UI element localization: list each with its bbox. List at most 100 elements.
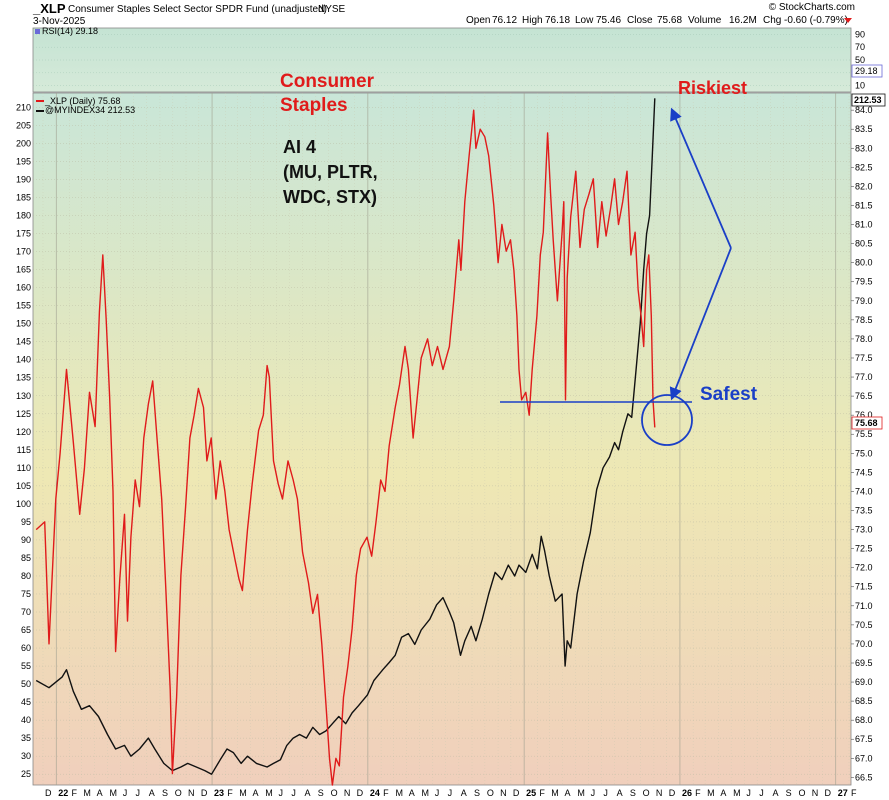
header-chg-label: Chg [763,15,781,26]
header-volume: 16.2M [729,15,757,26]
x-tick-label: D [201,788,208,798]
rsi-legend-swatch [35,29,40,34]
annotations: Consumer Staples AI 4 (MU, PLTR, WDC, ST… [280,71,758,446]
right-tick-label: 71.0 [855,601,873,611]
x-tick-label: M [551,788,559,798]
left-tick-label: 45 [21,697,31,707]
x-tick-label: A [772,788,778,798]
x-tick-label: A [617,788,623,798]
down-arrow-icon [844,18,852,23]
x-tick-label: A [409,788,415,798]
x-tick-label: A [305,788,311,798]
x-tick-label: O [331,788,338,798]
rsi-value-label: 29.18 [855,66,878,76]
left-tick-label: 110 [17,463,31,473]
right-tick-label: 83.0 [855,143,873,153]
left-tick-label: 65 [21,625,31,635]
right-tick-label: 68.5 [855,696,873,706]
left-tick-label: 180 [16,211,31,221]
x-tick-label: F [695,788,701,798]
x-tick-label: A [461,788,467,798]
xlp-legend: _XLP (Daily) 75.68 [44,96,120,106]
x-tick-label: A [149,788,155,798]
x-axis-ticks: D 22 F M A M J J A S O N D 23 F M A M J J A S O N D 24 F M A M J J A S O N D… [45,788,857,798]
right-tick-label: 83.5 [855,124,873,134]
left-tick-label: 90 [21,535,31,545]
right-tick-label: 74.5 [855,467,873,477]
rsi-tick-label: 10 [855,81,865,91]
main-panel: 210 205 200 195 190 185 180 175 170 165 160 155 150 1… [16,71,886,798]
left-tick-label: 35 [21,733,31,743]
left-tick-label: 105 [16,481,31,491]
right-tick-label: 72.0 [855,563,873,573]
header-open-label: Open [466,15,490,26]
x-tick-label: M [83,788,91,798]
chart-legend: _XLP (Daily) 75.68 @MYINDEX34 212.53 [36,96,135,115]
header-name: Consumer Staples Select Sector SPDR Fund… [68,4,327,15]
x-tick-label: M [422,788,430,798]
left-tick-label: 115 [17,445,31,455]
x-tick-label: O [798,788,805,798]
left-tick-label: 30 [21,751,31,761]
right-tick-label: 66.5 [855,772,873,782]
right-tick-label: 73.0 [855,525,873,535]
rsi-tick-label: 70 [855,42,865,52]
xlp-last-label: 75.68 [855,418,878,428]
x-tick-label: J [435,788,440,798]
x-tick-label: A [252,788,258,798]
x-tick-label: S [162,788,168,798]
x-tick-label: S [474,788,480,798]
header-symbol: _XLP [32,1,66,16]
left-tick-label: 165 [16,265,31,275]
rsi-tick-label: 50 [855,55,865,65]
right-tick-label: 75.0 [855,448,873,458]
left-tick-label: 25 [21,769,31,779]
x-tick-label: S [318,788,324,798]
left-tick-label: 195 [16,156,31,166]
x-tick-label: N [812,788,819,798]
annotation-ai-line1: AI 4 [283,137,316,157]
right-tick-label: 67.0 [855,753,873,763]
left-tick-label: 135 [16,373,31,383]
x-tick-label: J [448,788,453,798]
left-tick-label: 200 [16,138,31,148]
left-tick-label: 130 [16,391,31,401]
left-tick-label: 120 [16,427,31,437]
x-grid [42,93,850,785]
right-tick-label: 84.0 [855,105,873,115]
left-tick-label: 140 [16,355,31,365]
header-high: 76.18 [545,15,570,26]
x-tick-label: M [265,788,273,798]
x-tick-label: A [720,788,726,798]
rsi-axis-ticks: 9070503010 [33,29,865,91]
x-tick-label: J [746,788,751,798]
header-chg: -0.60 (-0.79%) [784,15,848,26]
x-tick-label: S [786,788,792,798]
x-tick-label: J [136,788,141,798]
riskiest-arrow [670,107,732,249]
right-tick-label: 75.5 [855,429,873,439]
right-tick-label: 78.0 [855,334,873,344]
right-tick-label: 76.0 [855,410,873,420]
left-tick-label: 155 [16,301,31,311]
left-tick-label: 170 [16,247,31,257]
right-tick-label: 70.5 [855,620,873,630]
left-tick-label: 80 [21,571,31,581]
x-tick-label: M [395,788,403,798]
series-xlp-line [35,109,656,786]
x-tick-label: M [109,788,117,798]
header-volume-label: Volume [688,15,722,26]
left-tick-label: 160 [16,283,31,293]
right-tick-label: 71.5 [855,582,873,592]
x-tick-label: F [71,788,77,798]
x-tick-label: J [603,788,608,798]
x-tick-label: J [591,788,596,798]
x-tick-label: M [707,788,715,798]
right-tick-label: 69.5 [855,658,873,668]
header-low-label: Low [575,15,594,26]
annotation-ai-line3: WDC, STX) [283,187,377,207]
rsi-panel: RSI(14) 29.18 9070503010 29.18 [32,26,883,93]
right-tick-label: 67.5 [855,734,873,744]
right-tick-label: 73.5 [855,505,873,515]
